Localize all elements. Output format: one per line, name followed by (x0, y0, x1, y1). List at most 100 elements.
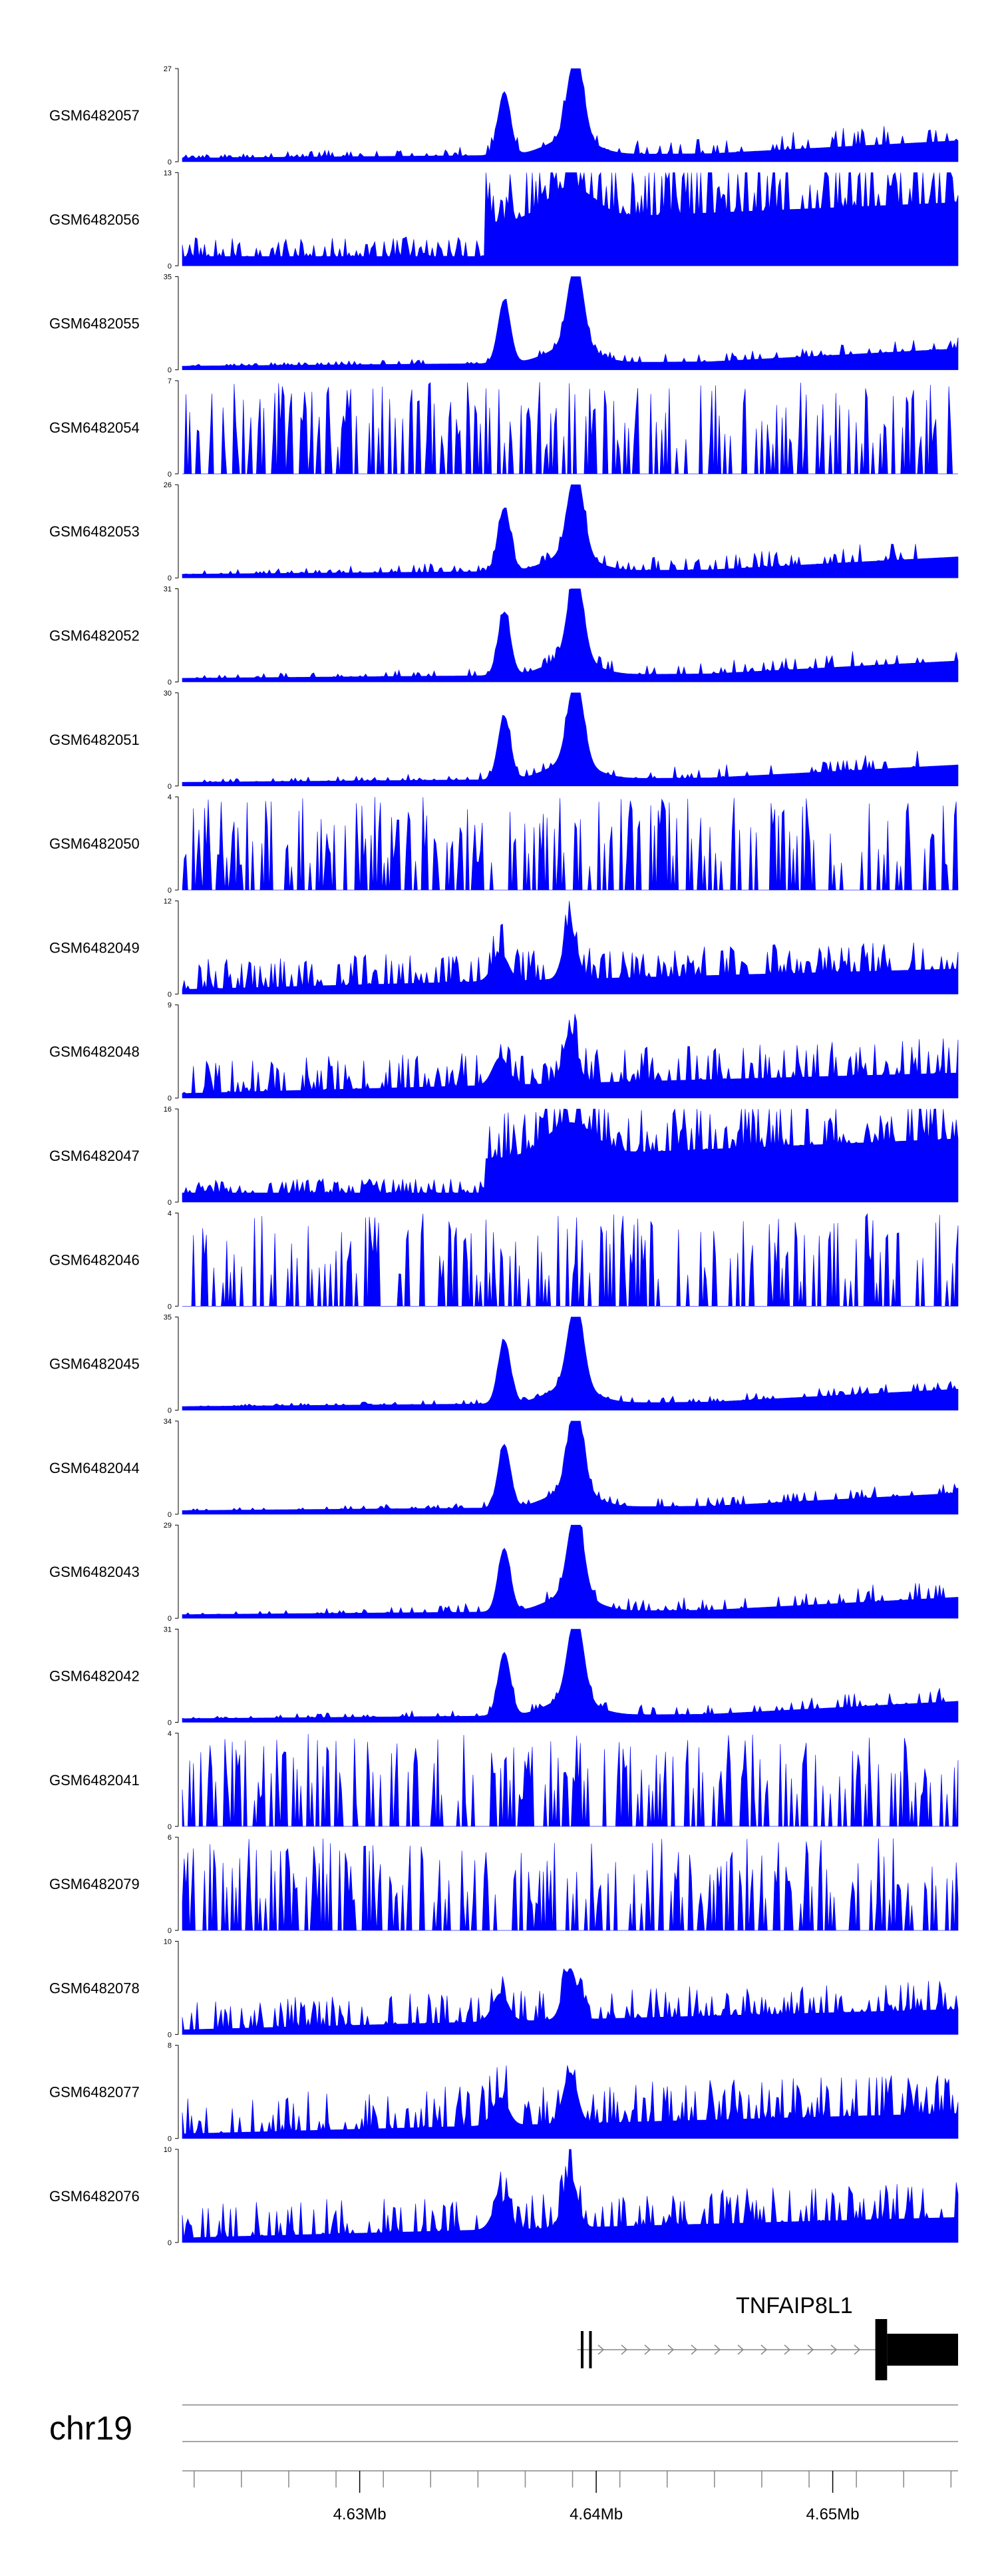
coverage-track: GSM6482041 4 0 (49, 1730, 959, 1831)
coverage-area (182, 901, 959, 994)
y-tick-label-max: 4 (168, 1730, 172, 1738)
coverage-area (182, 1108, 959, 1203)
strand-arrow (760, 2344, 768, 2355)
y-tick-label-min: 0 (168, 783, 172, 791)
track-name-label: GSM6482043 (49, 1564, 140, 1580)
y-tick-label-max: 16 (164, 1106, 172, 1114)
coverage-area (182, 1838, 959, 1931)
y-tick-label-max: 35 (164, 274, 172, 282)
y-tick-label-min: 0 (168, 574, 172, 582)
coverage-track: GSM6482050 4 0 (49, 793, 959, 895)
track-name-label: GSM6482052 (49, 628, 140, 644)
track-name-label: GSM6482078 (49, 1980, 140, 1996)
coverage-track: GSM6482076 10 0 (49, 2146, 959, 2247)
strand-arrow (667, 2344, 675, 2355)
track-name-label: GSM6482076 (49, 2188, 140, 2205)
strand-arrow (691, 2344, 698, 2355)
coverage-track: GSM6482043 29 0 (49, 1522, 959, 1623)
strand-arrow (784, 2344, 791, 2355)
y-tick-label-min: 0 (168, 1719, 172, 1727)
track-name-label: GSM6482050 (49, 835, 140, 852)
y-tick-label-min: 0 (168, 990, 172, 998)
coverage-area (182, 1733, 959, 1827)
strand-arrow (854, 2344, 861, 2355)
track-name-label: GSM6482056 (49, 211, 140, 228)
y-tick-label-min: 0 (168, 1303, 172, 1311)
y-tick-label-min: 0 (168, 158, 172, 166)
coverage-track: GSM6482054 7 0 (49, 377, 958, 479)
genomic-axis: chr19 4.63Mb 4.64Mb 4.65Mb (49, 2404, 958, 2523)
coverage-track: GSM6482056 13 0 (49, 169, 959, 270)
track-name-label: GSM6482048 (49, 1044, 140, 1060)
y-tick-label-max: 4 (168, 1209, 172, 1217)
coverage-track: GSM6482049 12 0 (49, 897, 959, 998)
coverage-area (182, 1524, 959, 1619)
coverage-track: GSM6482051 30 0 (49, 690, 959, 791)
gene-exon (887, 2334, 958, 2366)
y-tick-label-min: 0 (168, 262, 172, 270)
strand-arrow (830, 2344, 838, 2355)
coverage-area (182, 2149, 959, 2243)
coverage-track: GSM6482045 35 0 (49, 1314, 959, 1415)
gene-exon (580, 2331, 583, 2368)
strand-arrow (714, 2344, 721, 2355)
track-name-label: GSM6482054 (49, 419, 140, 436)
y-tick-label-min: 0 (168, 1823, 172, 1831)
coverage-track: GSM6482077 8 0 (49, 2042, 959, 2143)
strand-arrow (644, 2344, 651, 2355)
y-tick-label-max: 7 (168, 377, 172, 385)
coverage-area (182, 1317, 959, 1410)
coverage-area (182, 588, 959, 682)
track-name-label: GSM6482053 (49, 523, 140, 540)
x-tick-label: 4.63Mb (333, 2505, 387, 2523)
coverage-track: GSM6482048 9 0 (49, 1002, 959, 1103)
coverage-area (182, 2065, 959, 2139)
coverage-track: GSM6482042 31 0 (49, 1626, 959, 1727)
track-name-label: GSM6482057 (49, 107, 140, 124)
track-name-label: GSM6482049 (49, 939, 140, 956)
y-tick-label-max: 27 (164, 65, 172, 73)
y-tick-label-max: 26 (164, 481, 172, 489)
y-tick-label-min: 0 (168, 471, 172, 479)
coverage-area (182, 1014, 959, 1098)
y-tick-label-max: 31 (164, 586, 172, 594)
coverage-track: GSM6482053 26 0 (49, 481, 959, 582)
y-tick-label-min: 0 (168, 887, 172, 895)
gene-annotation-track: TNFAIP8L1 (577, 2293, 958, 2380)
y-tick-label-min: 0 (168, 2135, 172, 2143)
coverage-area (182, 1968, 959, 2035)
coverage-track: GSM6482047 16 0 (49, 1106, 959, 1207)
coverage-area (182, 276, 959, 370)
track-name-label: GSM6482046 (49, 1251, 140, 1268)
y-tick-label-max: 35 (164, 1314, 172, 1322)
chromosome-label: chr19 (49, 2410, 132, 2447)
y-tick-label-min: 0 (168, 2239, 172, 2247)
y-tick-label-max: 4 (168, 793, 172, 801)
y-tick-label-min: 0 (168, 367, 172, 375)
y-tick-label-min: 0 (168, 1927, 172, 1935)
strand-arrow (807, 2344, 814, 2355)
y-tick-label-max: 8 (168, 2042, 172, 2050)
y-tick-label-max: 12 (164, 897, 172, 905)
y-tick-label-min: 0 (168, 1615, 172, 1623)
track-name-label: GSM6482077 (49, 2084, 140, 2101)
coverage-area (182, 797, 959, 891)
y-tick-label-max: 9 (168, 1002, 172, 1010)
coverage-area (182, 1420, 959, 1515)
y-tick-label-max: 29 (164, 1522, 172, 1530)
coverage-track: GSM6482046 4 0 (49, 1209, 959, 1311)
x-tick-label: 4.64Mb (570, 2505, 623, 2523)
x-tick-label: 4.65Mb (806, 2505, 860, 2523)
y-tick-label-max: 6 (168, 1834, 172, 1842)
track-name-label: GSM6482045 (49, 1356, 140, 1373)
y-tick-label-min: 0 (168, 1095, 172, 1103)
y-tick-label-max: 31 (164, 1626, 172, 1634)
y-tick-label-min: 0 (168, 1199, 172, 1207)
track-name-label: GSM6482041 (49, 1772, 140, 1789)
coverage-track: GSM6482079 6 0 (49, 1834, 959, 1935)
y-tick-label-max: 10 (164, 1938, 172, 1946)
coverage-area (182, 381, 958, 475)
coverage-area (182, 172, 959, 266)
y-tick-label-min: 0 (168, 1511, 172, 1519)
